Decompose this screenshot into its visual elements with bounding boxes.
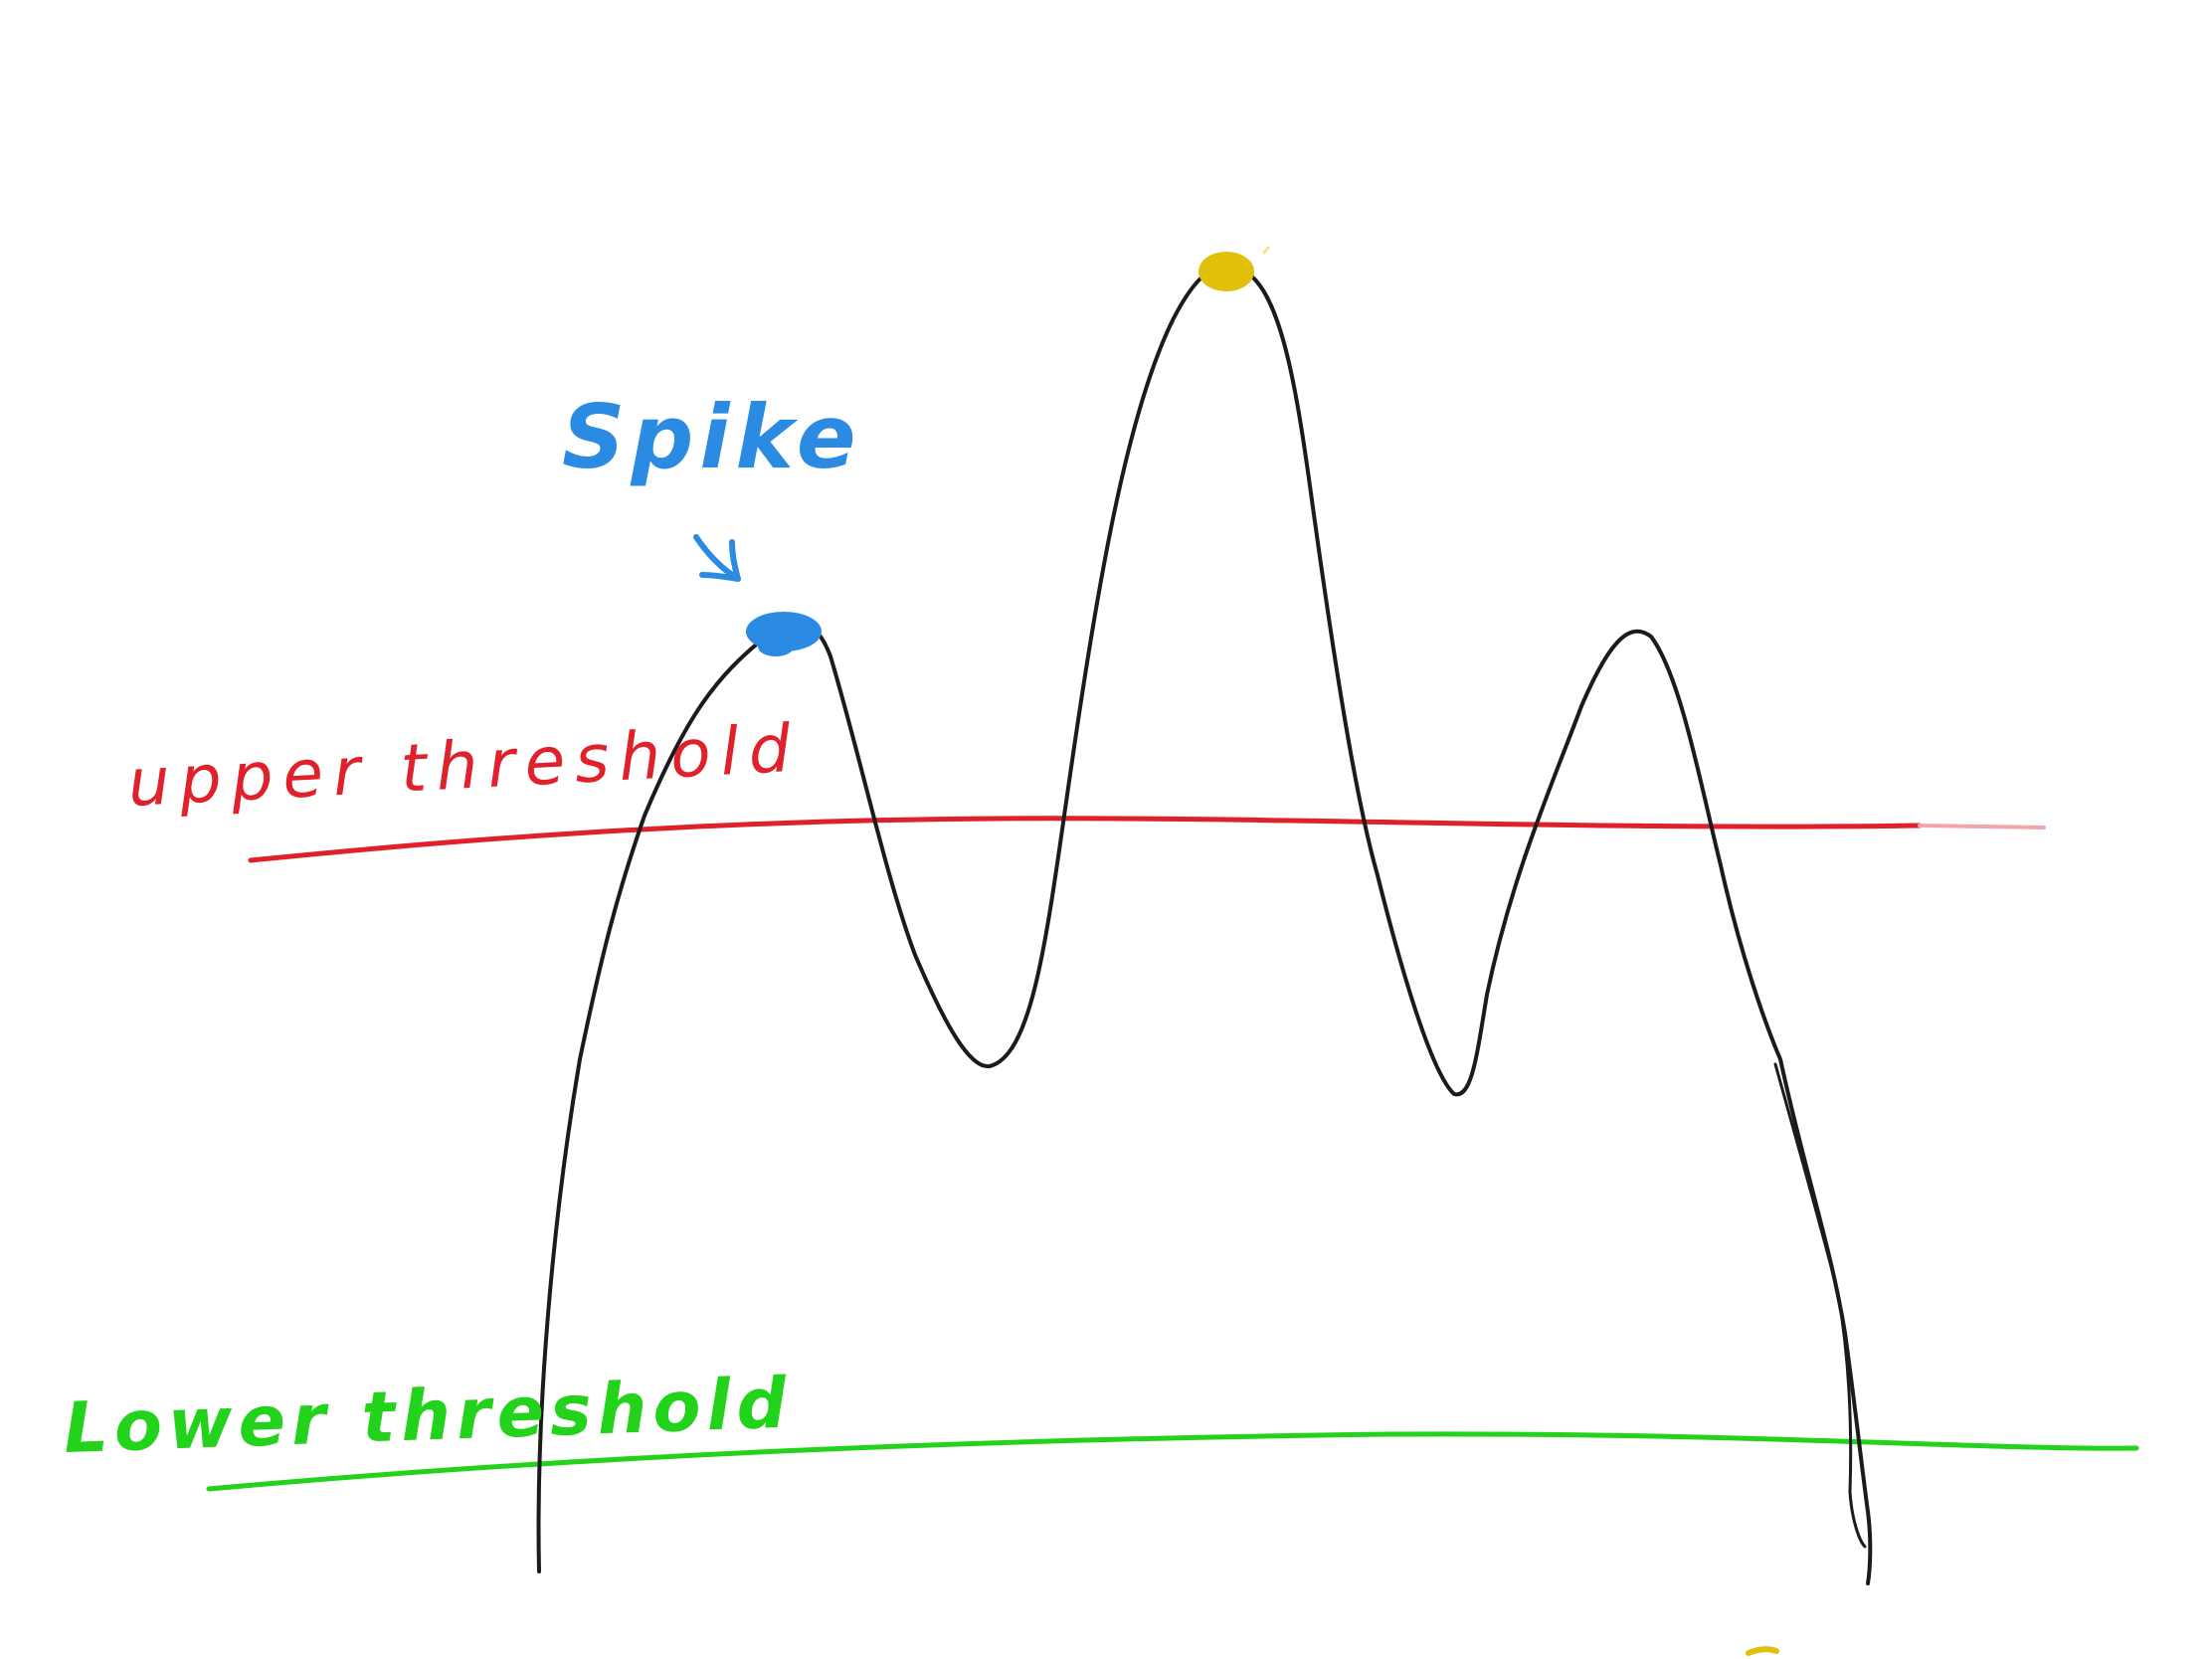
spike-marker-drip — [758, 637, 794, 656]
upper-threshold-line — [248, 816, 1923, 863]
lower-threshold-line — [206, 1431, 2139, 1492]
peak-marker-tick — [1261, 246, 1271, 255]
upper-threshold-label: upper threshold — [126, 710, 803, 822]
lower-threshold-label: Lower threshold — [63, 1362, 794, 1469]
signal-curve-overstroke — [1773, 1062, 1867, 1549]
spike-label: Spike — [562, 386, 862, 488]
spike-arrow-icon — [693, 534, 741, 582]
stray-yellow-mark — [1746, 1646, 1779, 1656]
peak-marker — [1198, 252, 1254, 291]
upper-threshold-line-fade — [1918, 824, 2046, 830]
